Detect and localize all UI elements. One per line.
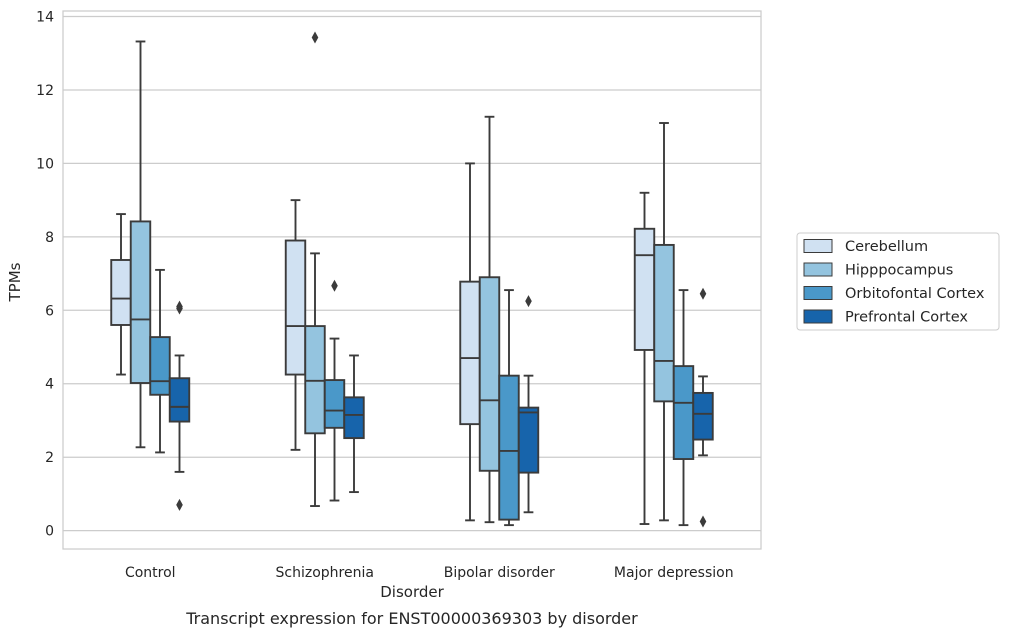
box-hipppocampus	[129, 40, 152, 449]
legend-swatch	[803, 309, 833, 324]
outlier-point	[176, 498, 183, 511]
box-iqr	[149, 336, 171, 396]
box-iqr	[110, 259, 132, 326]
legend-swatch	[803, 262, 833, 277]
box-cerebellum	[459, 162, 481, 522]
box-iqr	[672, 365, 695, 460]
box-iqr	[633, 227, 656, 351]
box-hipppocampus	[478, 115, 501, 524]
chart-caption: Transcript expression for ENST0000036930…	[185, 609, 638, 628]
plot-frame	[62, 10, 762, 550]
legend-label: Prefrontal Cortex	[845, 310, 968, 326]
box-iqr	[653, 243, 675, 403]
x-tick-label: Bipolar disorder	[444, 565, 555, 581]
box-iqr	[498, 374, 520, 521]
x-tick-labels: Control Schizophrenia Bipolar disorder Majo…	[125, 565, 734, 581]
box-groups	[110, 31, 714, 528]
outlier-point	[331, 279, 338, 292]
legend-label: Orbitofontal Cortex	[845, 286, 985, 302]
box-prefrontal-cortex	[168, 300, 191, 511]
outlier-point	[311, 31, 319, 44]
y-tick-labels: 0 2 4 6 8 10 12 14	[36, 10, 54, 540]
legend-swatch	[803, 239, 833, 253]
box-hipppocampus	[653, 122, 675, 522]
box-prefrontal-cortex	[517, 295, 540, 514]
legend-label: Cerebellum	[845, 239, 928, 255]
y-tick-label: 0	[45, 524, 54, 540]
y-tick-label: 8	[45, 230, 54, 246]
y-tick-label: 4	[45, 377, 54, 393]
box-iqr	[323, 379, 346, 429]
box-iqr	[168, 377, 191, 423]
outlier-point	[525, 295, 532, 308]
box-iqr	[304, 325, 326, 435]
box-cerebellum	[284, 199, 307, 451]
x-axis-label: Disorder	[380, 583, 444, 601]
x-tick-label: Schizophrenia	[276, 565, 374, 581]
box-iqr	[284, 239, 307, 376]
box-iqr	[692, 391, 714, 441]
outlier-point	[176, 302, 183, 315]
legend-swatch	[803, 286, 833, 300]
x-tick-label: Major depression	[614, 565, 734, 581]
y-tick-label: 2	[45, 450, 54, 466]
legend: Cerebellum Hipppocampus Orbitofontal Corte…	[796, 232, 1000, 331]
box-iqr	[129, 220, 152, 384]
y-tick-label: 12	[36, 83, 54, 99]
box-iqr	[517, 406, 540, 474]
y-tick-label: 14	[36, 10, 54, 26]
outlier-point	[699, 515, 707, 528]
box-iqr	[343, 396, 365, 440]
legend-frame	[796, 232, 1000, 331]
box-orbitofontal-cortex	[149, 268, 171, 454]
box-iqr	[459, 280, 481, 426]
box-cerebellum	[110, 213, 132, 376]
y-tick-label: 6	[45, 303, 54, 319]
box-iqr	[478, 276, 501, 472]
x-tick-label: Control	[125, 565, 176, 581]
legend-label: Hipppocampus	[845, 263, 953, 279]
box-prefrontal-cortex	[343, 354, 365, 494]
outlier-point	[699, 287, 707, 300]
box-prefrontal-cortex	[692, 287, 714, 528]
y-tick-label: 10	[36, 156, 54, 172]
y-axis-label: TPMs	[6, 262, 24, 302]
box-orbitofontal-cortex	[323, 279, 346, 502]
box-hipppocampus	[304, 31, 326, 507]
